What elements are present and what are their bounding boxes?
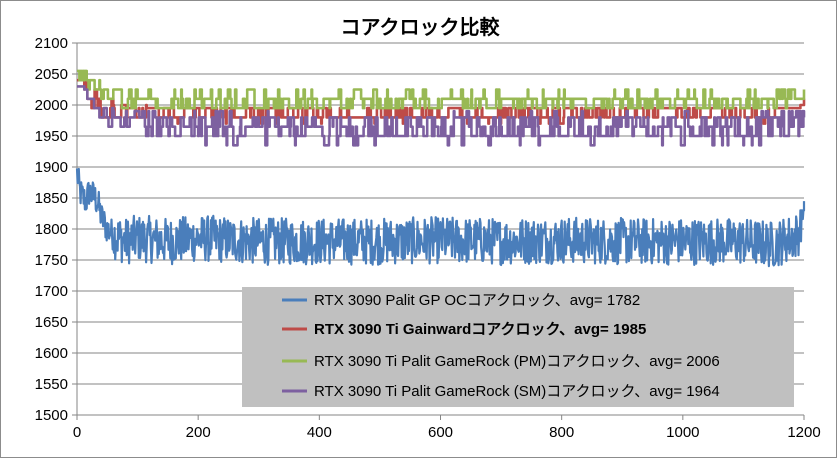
x-tick-label: 400: [307, 424, 332, 441]
y-tick-label: 1850: [35, 190, 68, 207]
y-tick-label: 2050: [35, 66, 68, 83]
x-tick-label: 600: [428, 424, 453, 441]
y-tick-label: 1600: [35, 345, 68, 362]
x-tick-labels: 0 200 400 600 800 1000 1200: [73, 424, 821, 441]
y-tick-label: 1950: [35, 128, 68, 145]
x-tick-label: 1000: [666, 424, 699, 441]
y-tick-label: 2100: [35, 35, 68, 52]
y-tick-labels: 1500 1550 1600 1650 1700 1750 1800 1850 1900 1950…: [35, 35, 68, 424]
legend: RTX 3090 Palit GP OCコアクロック、avg= 1782 RTX …: [242, 287, 794, 407]
chart-title: コアクロック比較: [341, 15, 501, 39]
legend-entry: RTX 3090 Ti Palit GameRock (SM)コアクロック、av…: [314, 383, 720, 400]
y-tick-label: 1700: [35, 283, 68, 300]
y-tick-label: 1750: [35, 252, 68, 269]
y-tick-label: 1550: [35, 376, 68, 393]
y-tick-label: 1650: [35, 314, 68, 331]
legend-box: [242, 287, 794, 407]
axes: [72, 42, 805, 420]
y-tick-label: 1500: [35, 407, 68, 424]
series-line-1: [75, 167, 806, 268]
x-tick-label: 1200: [787, 424, 820, 441]
legend-entry: RTX 3090 Ti Gainwardコアクロック、avg= 1985: [314, 321, 646, 338]
y-tick-label: 1800: [35, 221, 68, 238]
plot-area: [75, 69, 806, 268]
y-tick-label: 2000: [35, 97, 68, 114]
y-tick-label: 1900: [35, 159, 68, 176]
x-tick-label: 800: [549, 424, 574, 441]
legend-entry: RTX 3090 Ti Palit GameRock (PM)コアクロック、av…: [314, 353, 720, 370]
legend-entry: RTX 3090 Palit GP OCコアクロック、avg= 1782: [314, 292, 640, 309]
x-tick-label: 200: [186, 424, 211, 441]
x-tick-label: 0: [73, 424, 81, 441]
series-line-3: [76, 69, 806, 110]
series-line-4: [76, 85, 806, 147]
